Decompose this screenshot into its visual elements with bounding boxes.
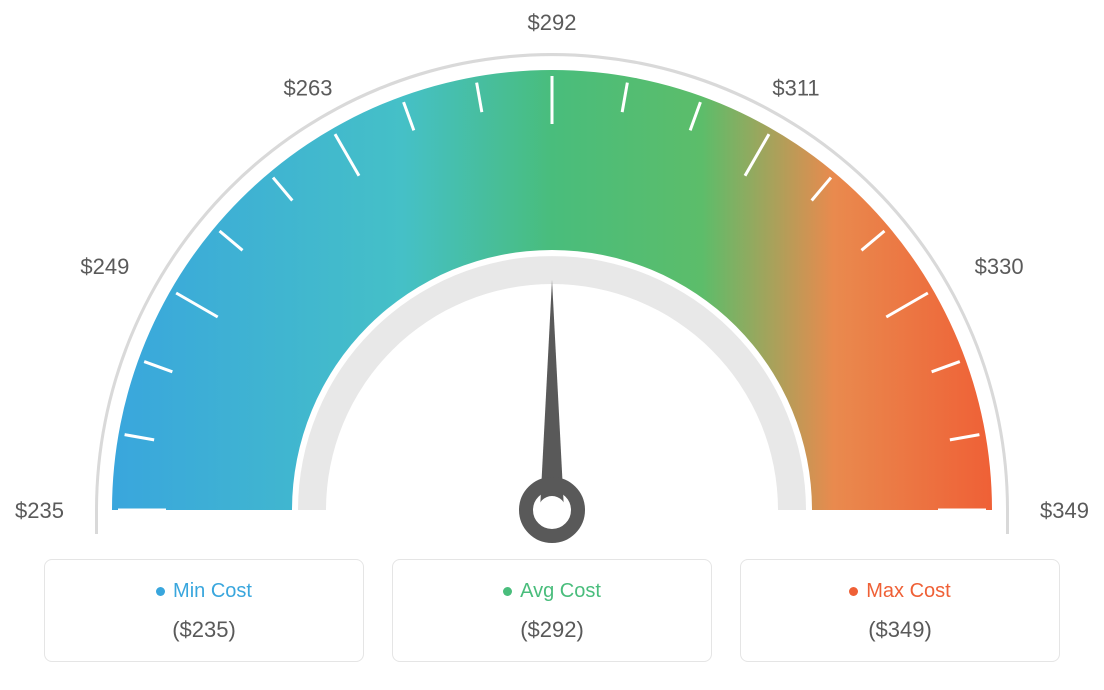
legend-label-max: Max Cost — [849, 580, 950, 603]
tick-label: $330 — [975, 254, 1024, 279]
gauge-chart: $235 $249 $263 $292 $311 $330 $349 — [0, 0, 1104, 565]
tick-label: $235 — [15, 498, 64, 523]
gauge-needle — [540, 280, 564, 510]
legend-box-min: Min Cost ($235) — [44, 559, 364, 662]
legend-label-min: Min Cost — [156, 580, 252, 603]
legend-value-min: ($235) — [55, 617, 353, 643]
legend-label-min-text: Min Cost — [173, 580, 252, 603]
gauge-svg: $235 $249 $263 $292 $311 $330 $349 — [0, 0, 1104, 560]
legend-box-max: Max Cost ($349) — [740, 559, 1060, 662]
tick-label: $311 — [772, 75, 819, 100]
tick-label: $292 — [528, 10, 577, 35]
tick-label: $263 — [284, 75, 333, 100]
legend-row: Min Cost ($235) Avg Cost ($292) Max Cost… — [0, 559, 1104, 662]
tick-label: $249 — [80, 254, 129, 279]
tick-label: $349 — [1040, 498, 1089, 523]
legend-value-max: ($349) — [751, 617, 1049, 643]
legend-box-avg: Avg Cost ($292) — [392, 559, 712, 662]
needle-hub-hole — [538, 496, 566, 524]
legend-label-avg: Avg Cost — [503, 580, 601, 603]
legend-label-avg-text: Avg Cost — [520, 580, 601, 603]
legend-label-max-text: Max Cost — [866, 580, 950, 603]
legend-value-avg: ($292) — [403, 617, 701, 643]
